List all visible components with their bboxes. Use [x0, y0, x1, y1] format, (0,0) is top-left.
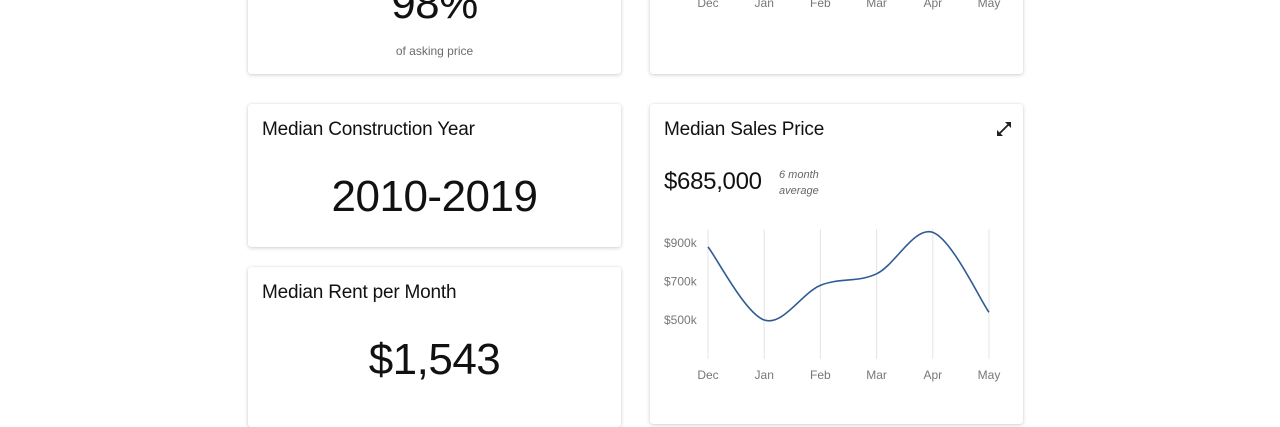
chart-y-tick: $900k: [664, 236, 698, 250]
top-chart-axis: Dec Jan Feb Mar Apr May: [697, 0, 1001, 10]
sales-price-note-line2: average: [779, 185, 819, 197]
top-chart-x-tick: Apr: [923, 0, 942, 10]
chart-x-tick: Jan: [755, 368, 774, 382]
chart-x-tick: Dec: [697, 368, 718, 382]
top-chart-x-tick: Feb: [810, 0, 831, 10]
chart-y-tick: $700k: [664, 275, 698, 289]
sales-price-line: [707, 230, 990, 322]
expand-icon[interactable]: [995, 120, 1013, 138]
sales-price-chart: $900k $700k $500k Dec Jan Feb Mar Apr May: [664, 229, 1001, 382]
chart-x-tick: Apr: [923, 368, 942, 382]
chart-x-tick: Feb: [810, 368, 831, 382]
construction-year-title: Median Construction Year: [262, 119, 475, 140]
construction-year-card: Median Construction Year 2010-2019: [248, 104, 621, 247]
sales-price-note-line1: 6 month: [779, 169, 819, 181]
chart-y-tick: $500k: [664, 313, 698, 327]
top-chart-x-tick: Jan: [755, 0, 774, 10]
chart-x-tick: Mar: [866, 368, 887, 382]
chart-x-tick: May: [978, 368, 1001, 382]
sale-to-list-caption: of asking price: [395, 44, 474, 58]
construction-year-value: 2010-2019: [331, 172, 538, 221]
top-chart-x-tick: Mar: [866, 0, 887, 10]
sales-price-card: Median Sales Price $685,000 6 month aver…: [650, 104, 1023, 424]
top-chart-x-tick: Dec: [697, 0, 718, 10]
rent-title: Median Rent per Month: [262, 282, 457, 303]
sales-price-note: 6 month average: [779, 167, 819, 199]
rent-card: Median Rent per Month $1,543: [248, 267, 621, 427]
sales-price-title: Median Sales Price: [664, 119, 825, 140]
sale-to-list-card: 98% of asking price: [248, 0, 621, 74]
rent-value: $1,543: [368, 335, 501, 384]
sale-to-list-value: 98%: [391, 0, 478, 28]
sales-price-value: $685,000: [664, 168, 762, 195]
top-chart-card: Dec Jan Feb Mar Apr May: [650, 0, 1023, 74]
top-chart-x-tick: May: [978, 0, 1001, 10]
